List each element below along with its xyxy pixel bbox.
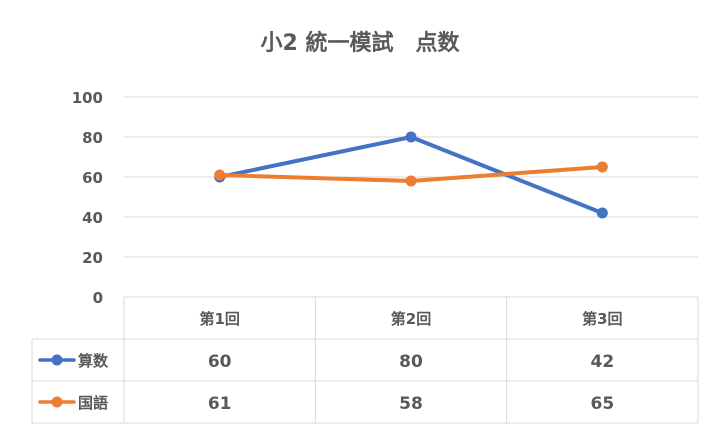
- data-point-marker: [596, 207, 608, 219]
- legend-series-name: 国語: [78, 394, 108, 412]
- x-category-label: 第2回: [391, 310, 431, 328]
- legend-marker-key: [51, 396, 63, 408]
- table-value-cell: 61: [208, 394, 232, 414]
- x-category-label: 第1回: [199, 310, 239, 328]
- y-tick-label: 0: [93, 289, 103, 307]
- y-tick-label: 20: [82, 249, 103, 267]
- table-value-cell: 42: [590, 352, 614, 372]
- chart-title: 小2 統一模試 点数: [261, 30, 461, 56]
- x-category-label: 第3回: [582, 310, 622, 328]
- y-tick-label: 100: [72, 89, 103, 107]
- table-value-cell: 58: [399, 394, 423, 414]
- table-value-cell: 65: [590, 394, 614, 414]
- data-point-marker: [405, 175, 417, 187]
- y-tick-label: 40: [82, 209, 103, 227]
- legend-series-name: 算数: [78, 352, 109, 370]
- table-value-cell: 80: [399, 352, 423, 372]
- table-value-cell: 60: [208, 352, 232, 372]
- data-point-marker: [596, 161, 608, 173]
- y-tick-label: 60: [82, 169, 103, 187]
- data-point-marker: [405, 131, 417, 143]
- data-point-marker: [214, 169, 226, 181]
- legend-marker-key: [51, 354, 63, 366]
- y-tick-label: 80: [82, 129, 103, 147]
